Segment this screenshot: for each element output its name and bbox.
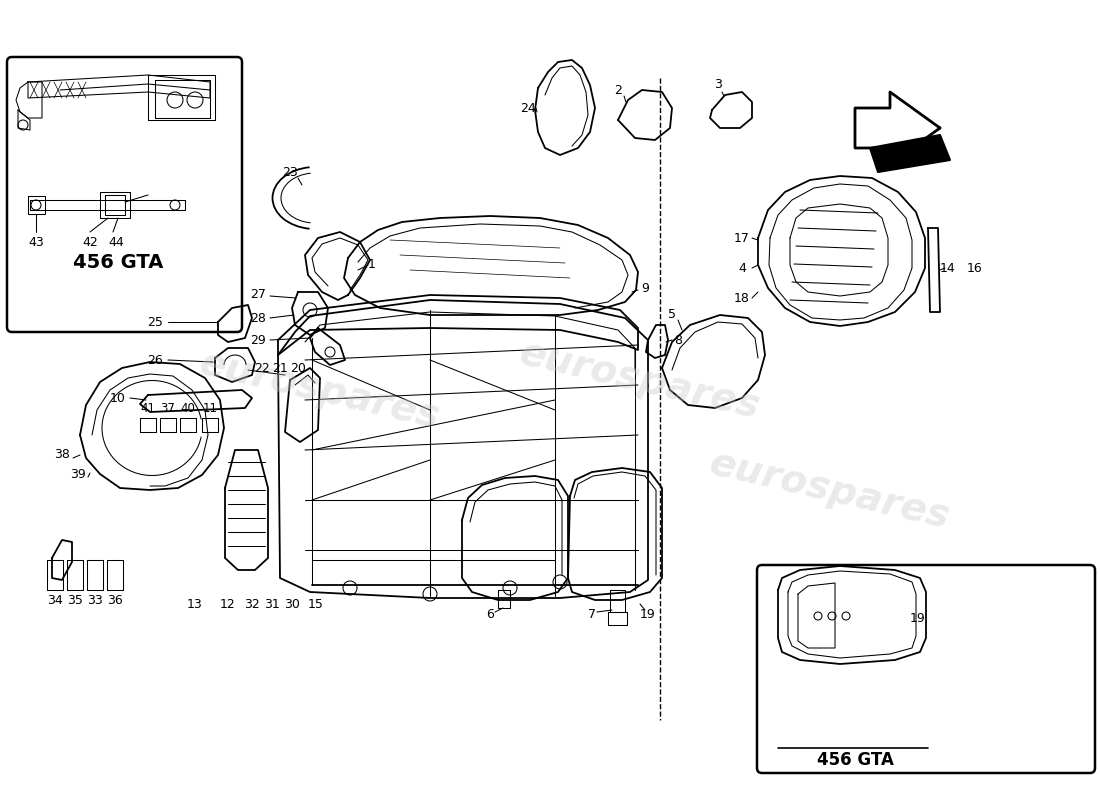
Text: 8: 8	[674, 334, 682, 346]
Text: 31: 31	[264, 598, 279, 611]
Text: 38: 38	[54, 449, 70, 462]
Text: 2: 2	[614, 83, 622, 97]
Text: 25: 25	[147, 315, 163, 329]
Text: 5: 5	[668, 309, 676, 322]
Text: 15: 15	[308, 598, 323, 611]
Text: eurospares: eurospares	[196, 344, 444, 436]
Text: 34: 34	[47, 594, 63, 606]
Text: 3: 3	[714, 78, 722, 91]
Text: 17: 17	[734, 231, 750, 245]
Text: 19: 19	[910, 611, 926, 625]
Polygon shape	[870, 135, 950, 172]
Text: eurospares: eurospares	[516, 334, 764, 426]
Text: 41: 41	[141, 402, 155, 414]
Text: 23: 23	[282, 166, 298, 178]
Text: 40: 40	[180, 402, 196, 414]
Text: 1: 1	[368, 258, 376, 271]
FancyBboxPatch shape	[7, 57, 242, 332]
Text: 9: 9	[641, 282, 649, 294]
Text: 12: 12	[220, 598, 235, 611]
Text: 456 GTA: 456 GTA	[816, 751, 893, 769]
Text: 44: 44	[108, 235, 124, 249]
Text: 27: 27	[250, 289, 266, 302]
Text: 26: 26	[147, 354, 163, 366]
Text: 39: 39	[70, 469, 86, 482]
Text: 32: 32	[244, 598, 260, 611]
Text: 4: 4	[738, 262, 746, 274]
Text: 20: 20	[290, 362, 306, 374]
Text: 36: 36	[107, 594, 123, 606]
Text: 21: 21	[272, 362, 288, 374]
Text: 14: 14	[940, 262, 956, 274]
Text: eurospares: eurospares	[706, 444, 954, 536]
Text: 7: 7	[588, 609, 596, 622]
Text: 18: 18	[734, 291, 750, 305]
Text: 29: 29	[250, 334, 266, 346]
Text: 28: 28	[250, 311, 266, 325]
FancyBboxPatch shape	[757, 565, 1094, 773]
Text: 10: 10	[110, 391, 125, 405]
Text: 24: 24	[520, 102, 536, 114]
Text: 35: 35	[67, 594, 82, 606]
Text: 11: 11	[202, 402, 218, 414]
Text: 43: 43	[29, 235, 44, 249]
Text: 456 GTA: 456 GTA	[73, 253, 163, 271]
Text: 30: 30	[284, 598, 300, 611]
Text: 33: 33	[87, 594, 103, 606]
Text: 16: 16	[967, 262, 983, 274]
Text: 37: 37	[161, 402, 175, 414]
Text: 22: 22	[254, 362, 270, 374]
Text: 42: 42	[82, 235, 98, 249]
Text: 19: 19	[640, 609, 656, 622]
Text: 6: 6	[486, 609, 494, 622]
Text: 13: 13	[187, 598, 202, 611]
